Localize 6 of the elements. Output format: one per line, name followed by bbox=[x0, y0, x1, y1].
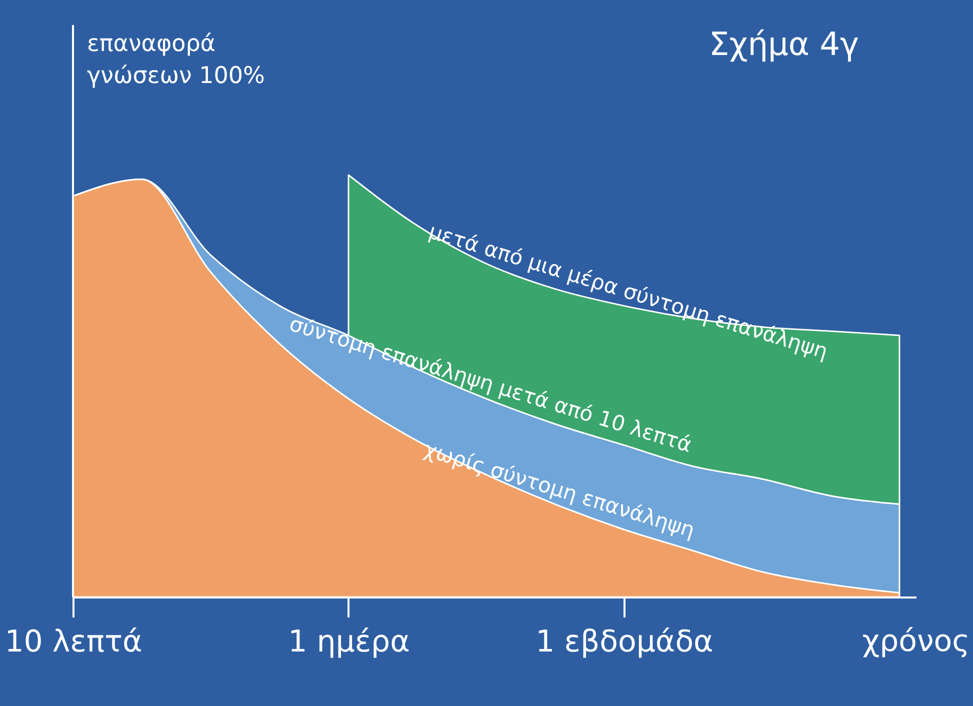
x-tick-label: 1 εβδομάδα bbox=[536, 624, 714, 660]
y-axis-title: επαναφορά γνώσεων 100% bbox=[87, 31, 265, 89]
x-tick-label: 10 λεπτά bbox=[4, 624, 142, 660]
x-axis-title: χρόνος bbox=[862, 624, 970, 659]
chart-title: Σχήμα 4γ bbox=[709, 25, 859, 63]
x-tick-label: 1 ημέρα bbox=[288, 624, 410, 660]
